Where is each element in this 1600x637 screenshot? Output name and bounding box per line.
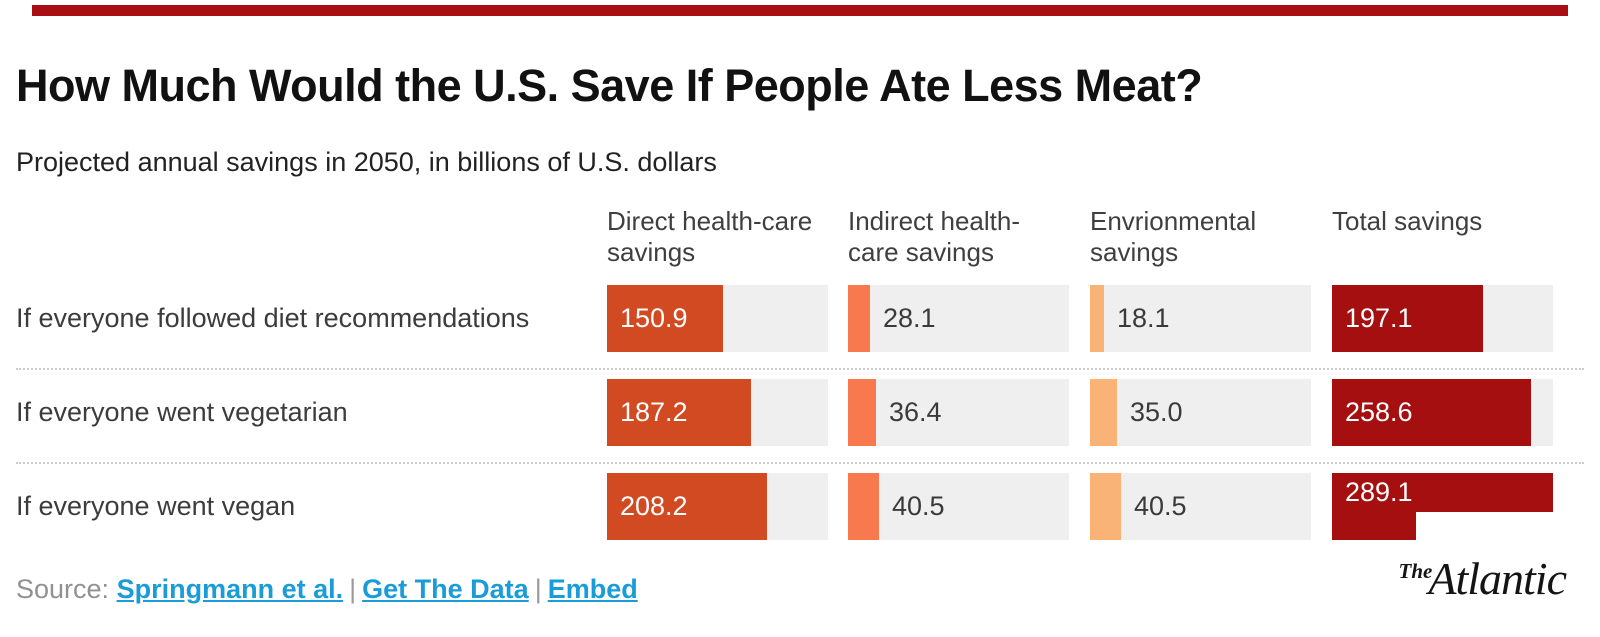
bar-fill xyxy=(607,285,723,352)
row-separator xyxy=(16,368,1584,370)
bar-value: 187.2 xyxy=(620,397,688,427)
bar-fill xyxy=(848,379,876,446)
source-link-embed[interactable]: Embed xyxy=(547,574,638,604)
bar-track: 208.2 xyxy=(607,473,828,540)
bar-track: 28.1 xyxy=(848,285,1069,352)
bar-track: 197.1 xyxy=(1332,285,1553,352)
atlantic-logo: TheAtlantic xyxy=(1398,552,1567,605)
atlantic-logo-atlantic: Atlantic xyxy=(1428,553,1567,604)
bar-track: 18.1 xyxy=(1090,285,1311,352)
bar-fill xyxy=(1090,285,1104,352)
row-separator xyxy=(16,462,1584,464)
column-header: Direct health-care savings xyxy=(607,206,813,267)
top-accent-bar xyxy=(32,5,1568,16)
bar-fill xyxy=(848,473,879,540)
bar-track: 150.9 xyxy=(607,285,828,352)
bar-value: 150.9 xyxy=(620,303,688,333)
bar-value: 208.2 xyxy=(620,491,688,521)
bar-fill xyxy=(607,379,751,446)
bar-value: 197.1 xyxy=(1345,303,1413,333)
source-line: Source: Springmann et al. | Get The Data | E… xyxy=(16,574,638,605)
chart-subtitle: Projected annual savings in 2050, in bil… xyxy=(16,147,717,177)
source-prefix: Source: xyxy=(16,574,110,604)
bar-fill xyxy=(1332,379,1531,446)
bar-fill xyxy=(1090,473,1121,540)
row-label: If everyone went vegan xyxy=(16,491,296,521)
bar-value: 28.1 xyxy=(883,303,936,333)
bar-track: 35.0 xyxy=(1090,379,1311,446)
column-header: Indirect health-care savings xyxy=(848,206,1020,267)
row-label: If everyone followed diet recommendation… xyxy=(16,303,530,333)
column-header: Envrionmental savings xyxy=(1090,206,1257,267)
bar-value: 18.1 xyxy=(1117,303,1170,333)
bar-fill xyxy=(848,285,870,352)
bar-track: 40.5 xyxy=(848,473,1069,540)
atlantic-logo-the: The xyxy=(1398,559,1433,583)
bar-value: 289.1 xyxy=(1345,477,1413,507)
bar-fill xyxy=(1090,379,1117,446)
bar-value: 35.0 xyxy=(1130,397,1183,427)
bar-track: 289.1 xyxy=(1332,473,1553,540)
bar-fill-overflow xyxy=(1332,512,1416,540)
source-link-springmann[interactable]: Springmann et al. xyxy=(116,574,344,604)
bar-value: 36.4 xyxy=(889,397,942,427)
bar-fill xyxy=(1332,473,1553,512)
bar-track: 258.6 xyxy=(1332,379,1553,446)
bar-value: 258.6 xyxy=(1345,397,1413,427)
bar-track: 40.5 xyxy=(1090,473,1311,540)
column-header: Total savings xyxy=(1332,206,1483,236)
bar-track: 36.4 xyxy=(848,379,1069,446)
source-link-get-the-data[interactable]: Get The Data xyxy=(362,574,529,604)
chart-title: How Much Would the U.S. Save If People A… xyxy=(16,60,1203,111)
row-label: If everyone went vegetarian xyxy=(16,397,348,427)
bar-fill xyxy=(1332,285,1483,352)
source-separator: | xyxy=(534,574,542,604)
bar-track: 187.2 xyxy=(607,379,828,446)
bar-value: 40.5 xyxy=(892,491,945,521)
bar-value: 40.5 xyxy=(1134,491,1187,521)
bar-fill xyxy=(607,473,767,540)
source-separator: | xyxy=(349,574,357,604)
